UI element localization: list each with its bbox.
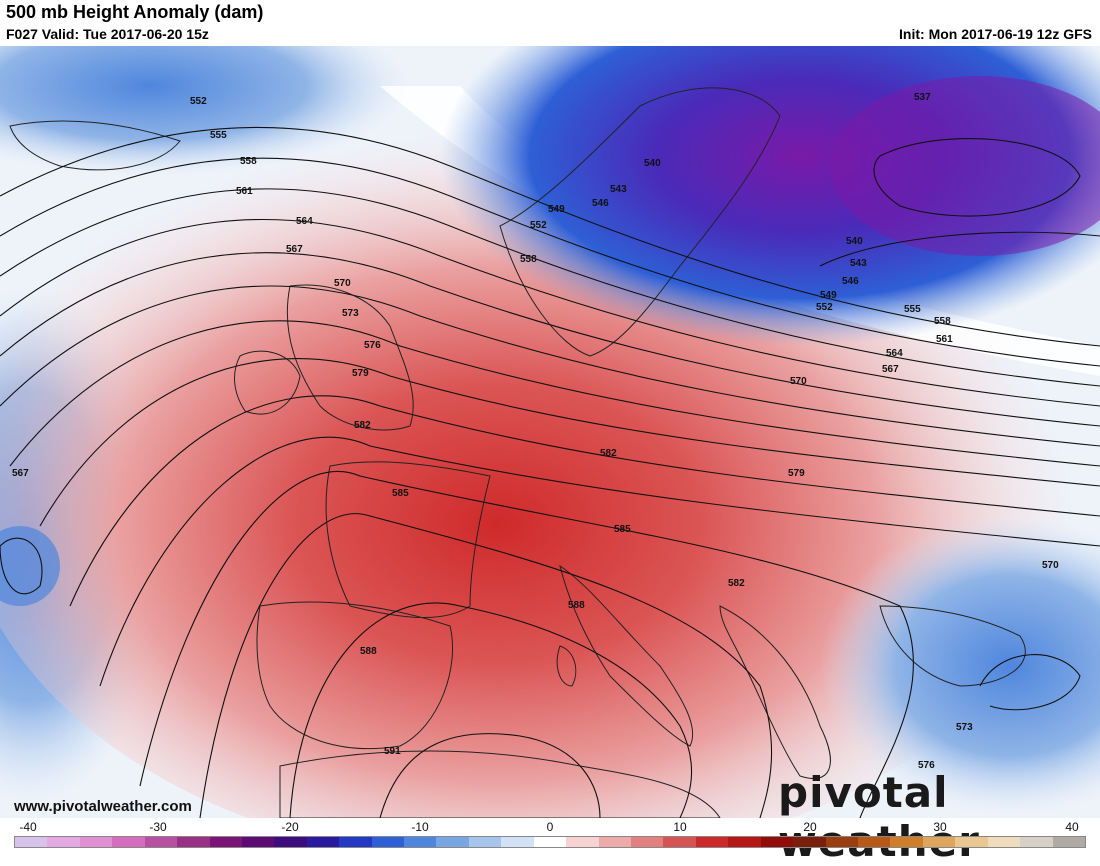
contour-label: 567	[12, 468, 29, 479]
contour-label: 564	[886, 348, 903, 359]
trough-core-shading	[830, 76, 1100, 256]
colorbar-tick: 30	[933, 820, 947, 834]
colorbar-swatch	[857, 837, 891, 847]
contour-label: 576	[364, 340, 381, 351]
contour-label: 582	[600, 448, 617, 459]
contour-label: 567	[286, 244, 303, 255]
contour-label: 570	[790, 376, 807, 387]
colorbar-swatch	[15, 837, 48, 847]
contour-label: 546	[842, 276, 859, 287]
contour-label: 552	[530, 220, 547, 231]
map-title: 500 mb Height Anomaly (dam)	[6, 2, 264, 22]
contour-label: 576	[918, 760, 935, 771]
colorbar-ticks: -40 -30 -20 -10 0 10 20 30 40	[0, 820, 1100, 836]
colorbar-swatch	[112, 837, 145, 847]
contour-label: 543	[610, 184, 627, 195]
colorbar-swatch	[436, 837, 469, 847]
contour-label: 558	[240, 156, 257, 167]
colorbar-swatch	[890, 837, 923, 847]
contour-label: 582	[354, 420, 371, 431]
colorbar-swatch	[47, 837, 80, 847]
colorbar-swatch	[695, 837, 729, 847]
colorbar-swatch	[533, 837, 567, 847]
pivotal-weather-logo: pivotal weather	[778, 768, 980, 866]
southeast-low-shading	[820, 516, 1100, 816]
colorbar-tick: -40	[19, 820, 37, 834]
colorbar-swatch	[1020, 837, 1053, 847]
contour-label: 579	[352, 368, 369, 379]
contour-label: 540	[846, 236, 863, 247]
colorbar-swatch	[468, 837, 502, 847]
colorbar-swatch	[371, 837, 405, 847]
colorbar-swatch	[728, 837, 761, 847]
contour-labels: 552 555 558 561 564 567 570 573 576 579 …	[12, 92, 1059, 771]
contour-label: 585	[614, 524, 631, 535]
contour-label: 591	[384, 746, 401, 757]
colorbar-swatch	[501, 837, 534, 847]
contour-label: 573	[342, 308, 359, 319]
atlantic-low-core	[0, 526, 60, 606]
header: 500 mb Height Anomaly (dam) F027 Valid: …	[0, 0, 1100, 46]
contour-label: 558	[934, 316, 951, 327]
colorbar	[14, 836, 1086, 848]
colorbar-swatch	[566, 837, 599, 847]
colorbar-swatch	[598, 837, 632, 847]
colorbar-swatch	[631, 837, 664, 847]
colorbar-swatch	[79, 837, 113, 847]
colorbar-swatch	[339, 837, 372, 847]
contour-label: 570	[1042, 560, 1059, 571]
colorbar-tick: -30	[149, 820, 167, 834]
colorbar-swatch	[922, 837, 956, 847]
colorbar-tick: -10	[411, 820, 429, 834]
contour-label: 540	[644, 158, 661, 169]
colorbar-swatch	[404, 837, 437, 847]
colorbar-tick: 40	[1065, 820, 1079, 834]
height-contours	[0, 126, 1100, 818]
contour-label: 552	[816, 302, 833, 313]
contour-label: 567	[882, 364, 899, 375]
colorbar-swatch	[760, 837, 794, 847]
contour-label: 582	[728, 578, 745, 589]
contour-label: 579	[788, 468, 805, 479]
coastlines	[9, 87, 1026, 818]
contour-label: 546	[592, 198, 609, 209]
colorbar-tick: -20	[281, 820, 299, 834]
contour-label: 585	[392, 488, 409, 499]
contour-label: 570	[334, 278, 351, 289]
colorbar-swatch	[144, 837, 178, 847]
colorbar-swatch	[241, 837, 275, 847]
colorbar-tick: 10	[673, 820, 687, 834]
colorbar-swatch	[177, 837, 210, 847]
contour-label: 561	[936, 334, 953, 345]
colorbar-swatch	[1052, 837, 1085, 847]
contour-label: 549	[820, 290, 837, 301]
colorbar-swatch	[306, 837, 340, 847]
colorbar-swatch	[274, 837, 307, 847]
init-time: Init: Mon 2017-06-19 12z GFS	[899, 26, 1092, 42]
colorbar-swatch	[825, 837, 858, 847]
colorbar-tick: 20	[803, 820, 817, 834]
contour-label: 573	[956, 722, 973, 733]
contour-label: 564	[296, 216, 313, 227]
colorbar-swatch	[955, 837, 988, 847]
colorbar-swatch	[663, 837, 696, 847]
valid-time: F027 Valid: Tue 2017-06-20 15z	[6, 26, 209, 42]
contour-label: 552	[190, 96, 207, 107]
colorbar-swatch	[209, 837, 242, 847]
contour-label: 561	[236, 186, 253, 197]
colorbar-tick: 0	[546, 820, 554, 834]
contour-label: 555	[904, 304, 921, 315]
contour-label: 543	[850, 258, 867, 269]
contour-label: 549	[548, 204, 565, 215]
contour-label: 537	[914, 92, 931, 103]
website-watermark: www.pivotalweather.com	[14, 798, 192, 815]
colorbar-swatch	[987, 837, 1021, 847]
contour-label: 588	[360, 646, 377, 657]
contour-label: 558	[520, 254, 537, 265]
contour-label: 555	[210, 130, 227, 141]
height-anomaly-map: 552 555 558 561 564 567 570 573 576 579 …	[0, 46, 1100, 818]
colorbar-swatch	[793, 837, 826, 847]
contour-label: 588	[568, 600, 585, 611]
